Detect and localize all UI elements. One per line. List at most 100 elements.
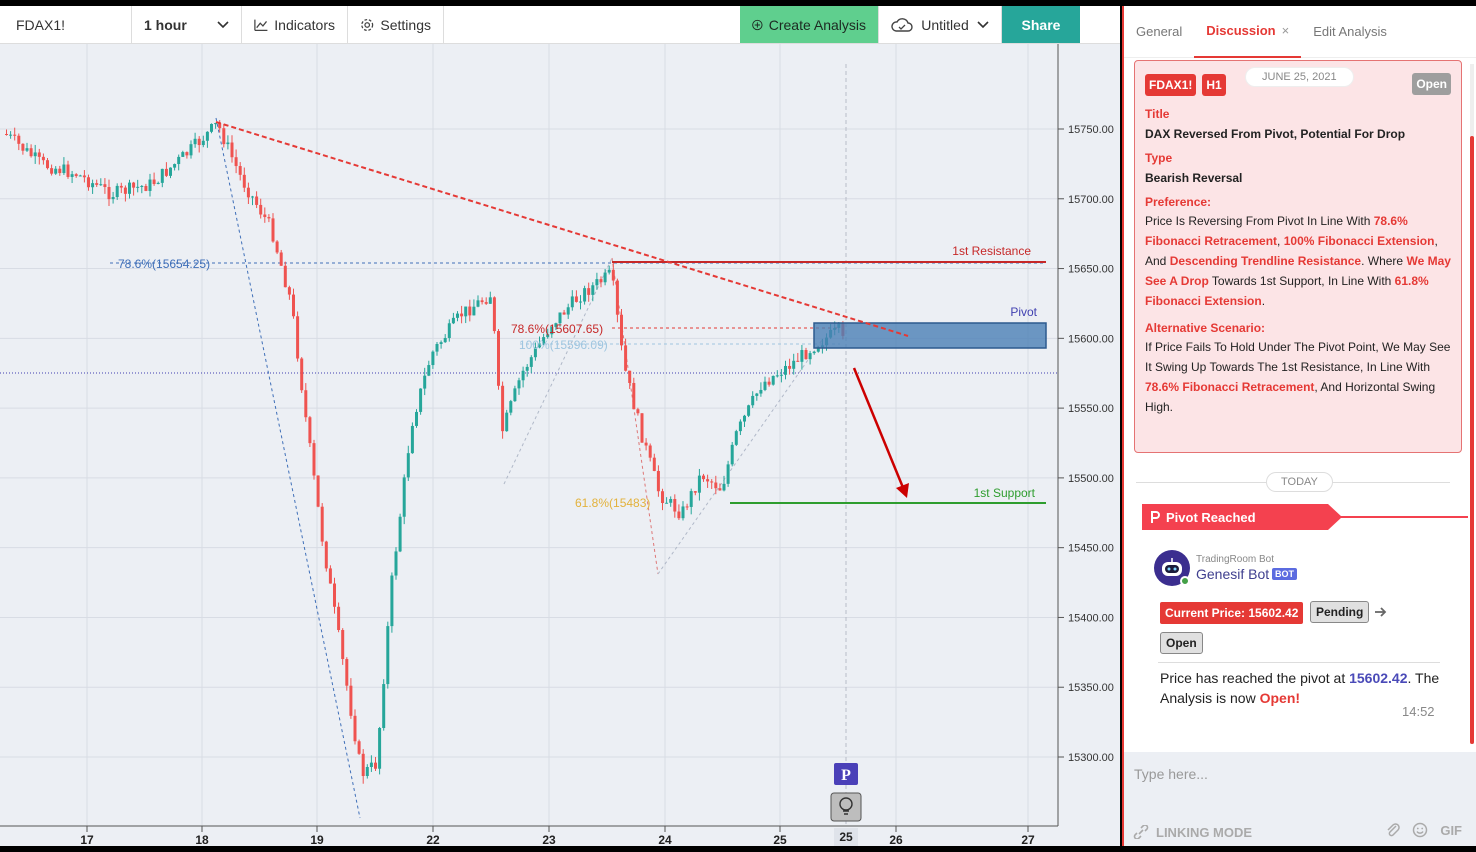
candle-body (554, 323, 558, 327)
candle-body (800, 350, 804, 362)
idea-button[interactable] (830, 792, 862, 822)
bot-name[interactable]: Genesif Bot (1196, 566, 1270, 582)
chart-toolbar: FDAX1! 1 hour Indicators Settings Create… (0, 6, 1120, 44)
interval-selector[interactable]: 1 hour (132, 6, 242, 43)
emoji-icon[interactable] (1412, 822, 1428, 838)
analysis-title: DAX Reversed From Pivot, Potential For D… (1145, 127, 1406, 141)
lightbulb-icon (839, 797, 853, 815)
candle-body (82, 175, 86, 178)
price-tick-label: 15300.00 (1068, 752, 1114, 764)
candle-body (652, 457, 656, 471)
candle-body (316, 475, 320, 507)
candle-body (177, 156, 181, 165)
preference-heading: Preference: (1145, 195, 1212, 209)
indicators-button[interactable]: Indicators (242, 6, 348, 43)
analysis-type: Bearish Reversal (1145, 171, 1243, 185)
close-icon[interactable]: × (1281, 23, 1290, 38)
fib-drawing-line (215, 117, 361, 819)
candle-body (673, 499, 677, 512)
candle-body (148, 179, 152, 191)
layout-selector[interactable]: Untitled (878, 6, 1002, 43)
candle-body (259, 204, 263, 215)
support-label: 1st Support (974, 486, 1036, 500)
candle-body (41, 156, 45, 161)
candle-body (533, 347, 537, 358)
candle-body (615, 280, 619, 315)
candle-body (173, 164, 177, 168)
price-tick-label: 15400.00 (1068, 612, 1114, 624)
candle-body (599, 279, 603, 283)
candle-body (792, 360, 796, 369)
create-analysis-button[interactable]: Create Analysis (740, 6, 878, 43)
pivot-zone[interactable] (813, 322, 1047, 349)
tab-edit-label: Edit Analysis (1313, 24, 1387, 39)
pivot-p-icon (1151, 511, 1160, 523)
scrollbar-thumb[interactable] (1470, 136, 1474, 744)
linking-mode-label[interactable]: LINKING MODE (1156, 824, 1253, 840)
plus-circle-icon (752, 19, 763, 30)
date-tick-label: 19 (310, 833, 324, 846)
candle-body (529, 357, 533, 367)
candle-body (103, 184, 107, 188)
candle-body (579, 301, 582, 303)
fib-100-label: 100%(15596.09) (519, 338, 608, 352)
tab-general[interactable]: General (1124, 6, 1194, 58)
candle-body (152, 179, 156, 185)
candle-body (160, 168, 164, 183)
candle-body (9, 134, 13, 136)
candle-body (743, 415, 746, 422)
price-tick-label: 15450.00 (1068, 543, 1114, 555)
candle-body (611, 269, 615, 281)
pivot-marker[interactable] (834, 763, 858, 785)
gif-button[interactable]: GIF (1440, 822, 1462, 838)
candle-body (287, 287, 291, 295)
analysis-date: JUNE 25, 2021 (1245, 67, 1354, 87)
projection-arrow[interactable] (852, 367, 906, 491)
message-composer: LINKING MODE GIF (1124, 752, 1476, 846)
banner-tip (1328, 504, 1342, 530)
candle-body (25, 148, 29, 151)
settings-button[interactable]: Settings (348, 6, 444, 43)
candle-body (365, 766, 369, 777)
share-button[interactable]: Share (1002, 6, 1080, 43)
time-axis[interactable]: 17 18 19 22 23 24 25 26 27 25 (80, 826, 1035, 846)
tab-discussion[interactable]: Discussion × (1194, 6, 1302, 58)
candle-body (353, 715, 357, 742)
current-price-badge: Current Price: 15602.42 (1160, 602, 1304, 624)
candle-body (95, 183, 99, 185)
candle-body (804, 350, 808, 360)
candle-body (562, 312, 566, 315)
descending-trendline[interactable] (215, 121, 909, 337)
message-input[interactable] (1134, 762, 1464, 786)
chart-grid (0, 44, 1058, 826)
candle-body (46, 160, 49, 169)
price-tick-label: 15550.00 (1068, 403, 1114, 415)
robot-icon (1162, 558, 1182, 576)
candle-body (538, 343, 541, 348)
candle-body (74, 174, 78, 177)
paperclip-icon[interactable] (1386, 822, 1401, 838)
price-chart[interactable]: 15750.00 15700.00 15650.00 15600.00 15550.00… (0, 44, 1120, 846)
candle-body (271, 218, 275, 242)
candle-body (427, 365, 431, 376)
settings-label: Settings (380, 16, 431, 33)
link-icon[interactable] (1132, 825, 1150, 839)
price-axis[interactable]: 15750.00 15700.00 15650.00 15600.00 15550.00… (1058, 124, 1114, 764)
price-tick-label: 15650.00 (1068, 264, 1114, 276)
bot-message: Price has reached the pivot at 15602.42.… (1160, 670, 1440, 706)
symbol-selector[interactable]: FDAX1! (0, 6, 132, 43)
tab-edit-analysis[interactable]: Edit Analysis (1301, 6, 1399, 58)
window-bottom-edge (0, 846, 1476, 852)
fib-extension-line-2 (657, 339, 823, 575)
tab-discussion-label: Discussion (1206, 23, 1276, 38)
candle-body (58, 168, 62, 174)
candle-body (333, 583, 336, 607)
candle-body (156, 182, 160, 185)
chart-canvas[interactable]: 15750.00 15700.00 15650.00 15600.00 15550.00… (0, 44, 1120, 846)
candle-body (784, 365, 787, 375)
candle-body (726, 464, 730, 484)
candle-body (300, 358, 304, 391)
candle-body (308, 417, 312, 444)
candle-body (636, 409, 640, 414)
candle-body (464, 306, 468, 317)
